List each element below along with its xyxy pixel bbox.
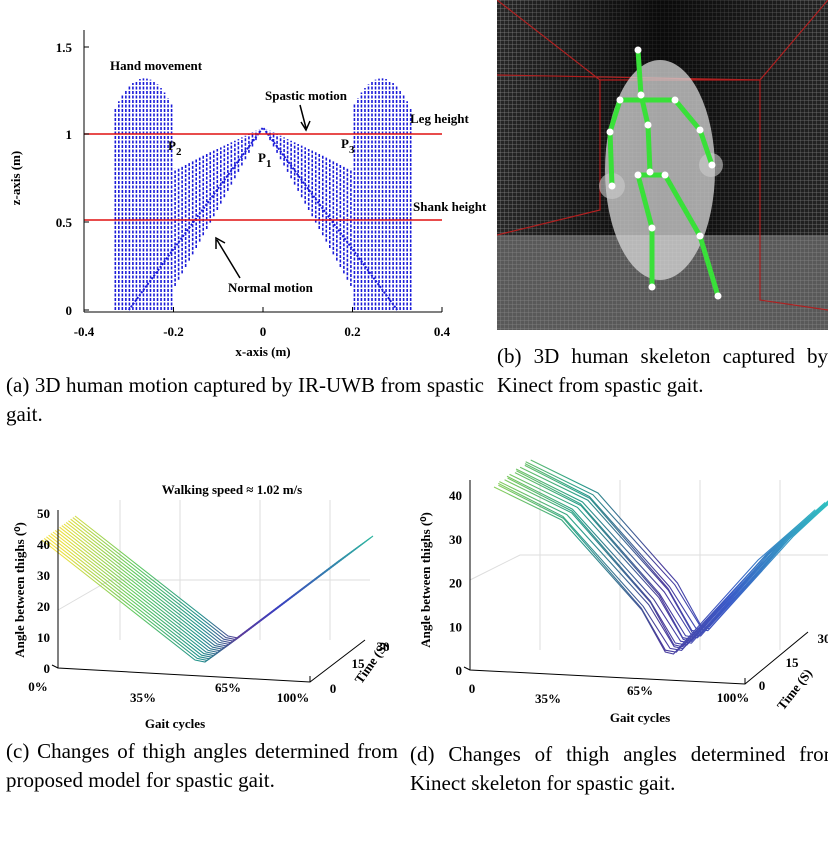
caption: (d) Changes of thigh angles determined f… [410, 742, 828, 795]
z-tick-label: 40 [449, 488, 462, 503]
x-tick-label: 0 [469, 681, 476, 696]
marker-main: P [258, 150, 266, 165]
z-axis-label: Angle between thighs (⁰) [418, 512, 433, 648]
caption: (b) 3D human skeleton captured by Kinect… [497, 344, 828, 397]
kinect-image [497, 0, 828, 330]
z-tick-label: 30 [37, 568, 50, 583]
y-tick-label: 30 [377, 639, 390, 654]
z-tick-label: 10 [449, 619, 462, 634]
surface-line [493, 486, 810, 655]
y-tick-label: 0 [66, 303, 73, 318]
surface-line [41, 539, 341, 663]
z-tick-label: 10 [37, 630, 50, 645]
x-tick-label: 65% [215, 680, 241, 695]
axis-line [51, 510, 366, 683]
x-axis-label: x-axis (m) [235, 344, 290, 359]
y-tick-label: 30 [818, 631, 828, 646]
surface-line [519, 466, 828, 635]
caption: (a) 3D human motion captured by IR-UWB f… [6, 373, 484, 426]
z-tick-label: 0 [44, 661, 51, 676]
z-tick-label: 30 [449, 532, 462, 547]
annotation: Leg height [410, 111, 470, 126]
marker-label: P2 [168, 138, 182, 158]
surface-line [514, 472, 828, 641]
x-tick-label: 65% [627, 683, 653, 698]
arrow [215, 236, 241, 279]
surface-line [507, 477, 825, 646]
annotation: Spastic motion [265, 88, 348, 103]
z-tick-label: 0 [456, 663, 463, 678]
z-tick-label: 40 [37, 537, 50, 552]
x-axis-label: Gait cycles [610, 710, 670, 725]
x-tick-label: 0.2 [344, 324, 360, 339]
x-tick-label: -0.4 [74, 324, 95, 339]
surface-line [498, 484, 815, 653]
z-tick-label: 50 [37, 506, 50, 521]
y-tick-label: 1.5 [56, 40, 73, 55]
y-tick-label: 0.5 [56, 215, 73, 230]
z-tick-label: 20 [37, 599, 50, 614]
arrow [299, 104, 311, 132]
y-tick-label: 0 [330, 681, 337, 696]
marker-main: P [341, 136, 349, 151]
surface-line [509, 473, 826, 643]
x-tick-label: 35% [130, 690, 156, 705]
marker-sub: 1 [266, 158, 272, 170]
marker-label: P3 [341, 136, 355, 156]
x-tick-label: -0.2 [163, 324, 184, 339]
x-tick-label: 35% [535, 691, 561, 706]
y-axis-label: Time (S) [774, 666, 815, 713]
y-tick-label: 15 [786, 655, 800, 670]
surface-line [506, 475, 824, 644]
y-axis-label: z-axis (m) [8, 151, 23, 206]
y-tick-label: 0 [759, 678, 766, 693]
z-tick-label: 20 [449, 576, 462, 591]
x-axis-label: Gait cycles [145, 716, 205, 731]
y-tick-label: 15 [352, 656, 366, 671]
x-tick-label: 0.4 [434, 324, 451, 339]
x-tick-label: 100% [717, 690, 750, 705]
axis-line [463, 480, 809, 685]
x-tick-label: 0% [28, 679, 48, 694]
caption: (c) Changes of thigh angles determined f… [6, 739, 398, 792]
surface-line [499, 481, 816, 650]
plot-title: Walking speed ≈ 1.02 m/s [162, 482, 302, 497]
surface-line [516, 470, 828, 639]
annotation: Hand movement [110, 58, 203, 73]
marker-sub: 3 [349, 144, 355, 156]
y-tick-label: 1 [66, 127, 73, 142]
surface-line [498, 482, 816, 651]
annotation: Shank height [413, 199, 487, 214]
surface-line [515, 468, 828, 637]
x-tick-label: 0 [260, 324, 267, 339]
x-tick-label: 100% [277, 690, 310, 705]
z-axis-label: Angle between thighs (⁰) [12, 522, 27, 658]
marker-sub: 2 [176, 146, 182, 158]
marker-label: P1 [258, 150, 271, 170]
marker-main: P [168, 138, 176, 153]
annotation: Normal motion [228, 280, 314, 295]
